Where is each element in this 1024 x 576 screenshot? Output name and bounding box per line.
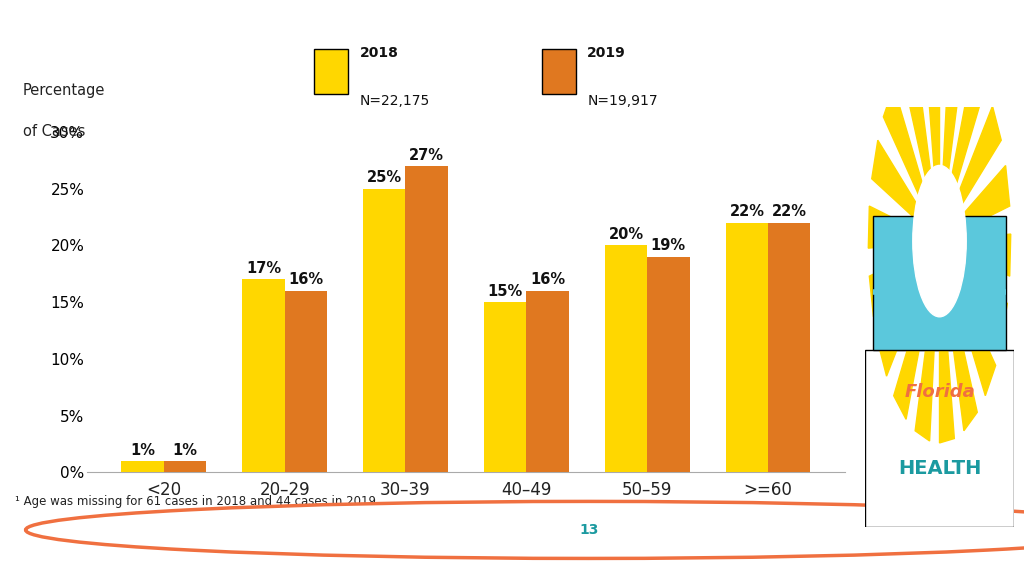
Bar bbox=[285, 291, 327, 472]
Bar bbox=[243, 279, 285, 472]
Text: Florida: Florida bbox=[904, 384, 975, 401]
Polygon shape bbox=[871, 140, 916, 218]
Bar bbox=[526, 291, 568, 472]
Circle shape bbox=[26, 501, 1024, 559]
Bar bbox=[768, 223, 810, 472]
Text: 15%: 15% bbox=[487, 284, 523, 299]
Bar bbox=[122, 461, 164, 472]
Text: HEALTH: HEALTH bbox=[898, 458, 981, 478]
Polygon shape bbox=[948, 305, 977, 431]
FancyBboxPatch shape bbox=[314, 50, 348, 94]
Polygon shape bbox=[868, 206, 913, 248]
FancyBboxPatch shape bbox=[865, 350, 1014, 527]
Bar bbox=[726, 223, 768, 472]
Text: of Cases: of Cases bbox=[23, 124, 85, 139]
Polygon shape bbox=[952, 63, 985, 183]
Text: 25%: 25% bbox=[367, 170, 401, 185]
Polygon shape bbox=[902, 51, 931, 177]
Text: 27%: 27% bbox=[410, 147, 444, 162]
Polygon shape bbox=[878, 279, 920, 376]
Text: 16%: 16% bbox=[288, 272, 324, 287]
Bar bbox=[164, 461, 206, 472]
FancyBboxPatch shape bbox=[872, 216, 1007, 350]
Text: N=22,175: N=22,175 bbox=[359, 94, 430, 108]
Polygon shape bbox=[884, 86, 923, 195]
Polygon shape bbox=[925, 39, 940, 167]
Polygon shape bbox=[940, 315, 954, 443]
Polygon shape bbox=[956, 287, 995, 396]
Polygon shape bbox=[869, 254, 914, 317]
Text: 19%: 19% bbox=[651, 238, 686, 253]
Polygon shape bbox=[915, 312, 936, 441]
Polygon shape bbox=[959, 106, 1001, 203]
Bar bbox=[647, 257, 689, 472]
Text: 1%: 1% bbox=[172, 442, 198, 457]
Polygon shape bbox=[965, 165, 1010, 228]
Polygon shape bbox=[966, 234, 1011, 276]
Text: Chronic Hepatitis C by Age Group¹: Chronic Hepatitis C by Age Group¹ bbox=[137, 30, 887, 68]
Polygon shape bbox=[963, 264, 1008, 342]
Polygon shape bbox=[894, 299, 927, 419]
Text: N=19,917: N=19,917 bbox=[587, 94, 657, 108]
Bar bbox=[406, 166, 447, 472]
Text: 22%: 22% bbox=[729, 204, 764, 219]
Text: 20%: 20% bbox=[608, 227, 644, 242]
Bar bbox=[605, 245, 647, 472]
Text: 22%: 22% bbox=[772, 204, 807, 219]
Text: 16%: 16% bbox=[530, 272, 565, 287]
Text: 1%: 1% bbox=[130, 442, 155, 457]
Text: 17%: 17% bbox=[246, 261, 281, 276]
Bar bbox=[364, 189, 406, 472]
Text: 2019: 2019 bbox=[587, 46, 626, 59]
Text: 13: 13 bbox=[580, 523, 598, 537]
FancyBboxPatch shape bbox=[542, 50, 575, 94]
Polygon shape bbox=[943, 41, 964, 170]
Circle shape bbox=[912, 165, 967, 317]
Text: ¹ Age was missing for 61 cases in 2018 and 44 cases in 2019.: ¹ Age was missing for 61 cases in 2018 a… bbox=[15, 495, 380, 508]
Text: Percentage: Percentage bbox=[23, 83, 105, 98]
Text: 2018: 2018 bbox=[359, 46, 398, 59]
Bar bbox=[484, 302, 526, 472]
